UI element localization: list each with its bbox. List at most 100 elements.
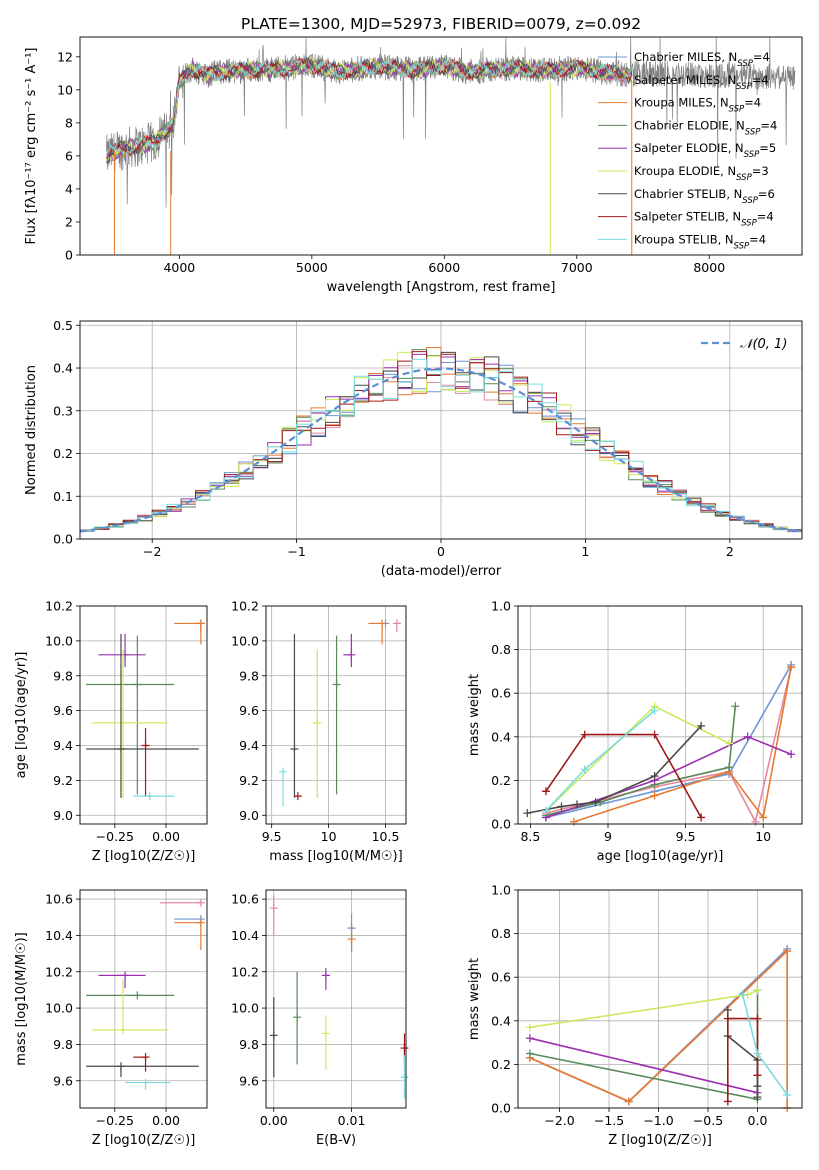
y-tick-label: 12 [57, 49, 73, 64]
data-point [751, 817, 760, 826]
y-tick-label: 9.4 [53, 738, 73, 753]
y-tick-label: 9.6 [239, 703, 259, 718]
model-spectrum-line [106, 56, 633, 165]
weight-line [529, 949, 788, 1108]
y-tick-label: 8 [65, 115, 73, 130]
data-point [119, 1025, 128, 1034]
y-tick-label: 10 [57, 82, 73, 97]
x-tick-label: 5000 [296, 260, 328, 275]
data-point [392, 619, 401, 628]
legend-label: Salpeter ELODIE, NSSP=5 [634, 141, 776, 160]
x-tick-label: 0 [437, 544, 445, 559]
x-tick-label: −2 [143, 544, 161, 559]
data-point [723, 1014, 732, 1023]
legend-label: Chabrier ELODIE, NSSP=4 [634, 118, 777, 137]
data-point [650, 791, 659, 800]
y-tick-label: 10.6 [231, 892, 259, 907]
weight-line [529, 990, 759, 1101]
x-tick-label: 0.00 [152, 1113, 180, 1128]
y-tick-label: 9.8 [239, 1037, 259, 1052]
data-point [541, 787, 550, 796]
data-point [580, 765, 589, 774]
x-tick-label: 6000 [428, 260, 460, 275]
data-point [697, 813, 706, 822]
y-tick-label: 9.8 [53, 1037, 73, 1052]
y-tick-label: 1.0 [491, 883, 511, 898]
data-point [650, 730, 659, 739]
data-point [723, 1097, 732, 1106]
x-tick-label: 10 [321, 829, 337, 844]
x-tick-label: −1.0 [643, 1113, 673, 1128]
x-axis-label: Z [log10(Z/Z☉)] [608, 1133, 712, 1148]
data-point [116, 1062, 125, 1071]
data-point [753, 1093, 762, 1102]
x-tick-label: −0.25 [96, 1113, 134, 1128]
data-point [580, 730, 589, 739]
y-axis-label: mass weight [467, 674, 482, 756]
data-point [141, 741, 150, 750]
data-point [759, 813, 768, 822]
weight-line [741, 994, 788, 1096]
x-tick-label: 8000 [693, 260, 725, 275]
y-tick-label: 10.2 [45, 964, 73, 979]
legend-label: Kroupa STELIB, NSSP=4 [634, 232, 766, 251]
y-tick-label: 0.8 [491, 926, 511, 941]
data-point [121, 971, 130, 980]
data-point [196, 619, 205, 628]
y-tick-label: 9.6 [53, 703, 73, 718]
weight-line [545, 666, 792, 825]
data-point [731, 702, 740, 711]
data-point [133, 680, 142, 689]
data-point [116, 745, 125, 754]
x-tick-label: −1 [287, 544, 305, 559]
x-tick-label: −1.5 [594, 1113, 624, 1128]
y-axis-label: Normed distribution [24, 365, 39, 495]
y-tick-label: 10.0 [231, 1001, 259, 1016]
data-point [523, 809, 532, 818]
data-point [697, 721, 706, 730]
y-tick-label: 10.2 [231, 964, 259, 979]
weight-line [727, 1009, 759, 1098]
y-tick-label: 0.8 [491, 642, 511, 657]
y-tick-label: 0.2 [491, 773, 511, 788]
data-point [753, 1049, 762, 1058]
legend-label: Kroupa ELODIE, NSSP=3 [634, 164, 769, 183]
y-tick-label: 10.6 [45, 892, 73, 907]
y-tick-label: 9.2 [53, 773, 73, 788]
weight-line [529, 989, 758, 1029]
data-point [569, 817, 578, 826]
weight-line [527, 725, 702, 814]
data-point [743, 732, 752, 741]
legend-label: 𝒩(0, 1) [740, 337, 787, 352]
data-point [347, 935, 356, 944]
x-tick-label: 9 [604, 829, 612, 844]
axes-frame [265, 889, 407, 1109]
data-point [141, 1053, 150, 1062]
x-tick-label: 1 [581, 544, 589, 559]
data-point [269, 1031, 278, 1040]
data-point [133, 991, 142, 1000]
x-tick-label: −0.25 [96, 829, 134, 844]
x-tick-label: 9.5 [676, 829, 696, 844]
data-point [525, 1034, 534, 1043]
data-point [650, 772, 659, 781]
data-point [783, 947, 792, 956]
y-tick-label: 9.2 [239, 773, 259, 788]
data-point [541, 806, 550, 815]
y-axis-label: Flux [fλ10⁻¹⁷ erg cm⁻² s⁻¹ A⁻¹] [24, 48, 39, 245]
y-tick-label: 9.4 [239, 738, 259, 753]
data-point [725, 739, 734, 748]
y-tick-label: 0.4 [491, 1013, 511, 1028]
x-axis-label: mass [log10(M/M☉)] [269, 849, 402, 864]
axes-frame [79, 889, 208, 1109]
data-point [525, 1023, 534, 1032]
y-tick-label: 0.4 [491, 729, 511, 744]
axes-frame [265, 605, 407, 825]
data-point [332, 680, 341, 689]
x-axis-label: E(B-V) [316, 1133, 356, 1148]
y-tick-label: 9.0 [239, 808, 259, 823]
axes-frame [79, 605, 208, 825]
data-point [723, 1005, 732, 1014]
x-axis-label: Z [log10(Z/Z☉)] [92, 849, 196, 864]
data-point [591, 798, 600, 807]
